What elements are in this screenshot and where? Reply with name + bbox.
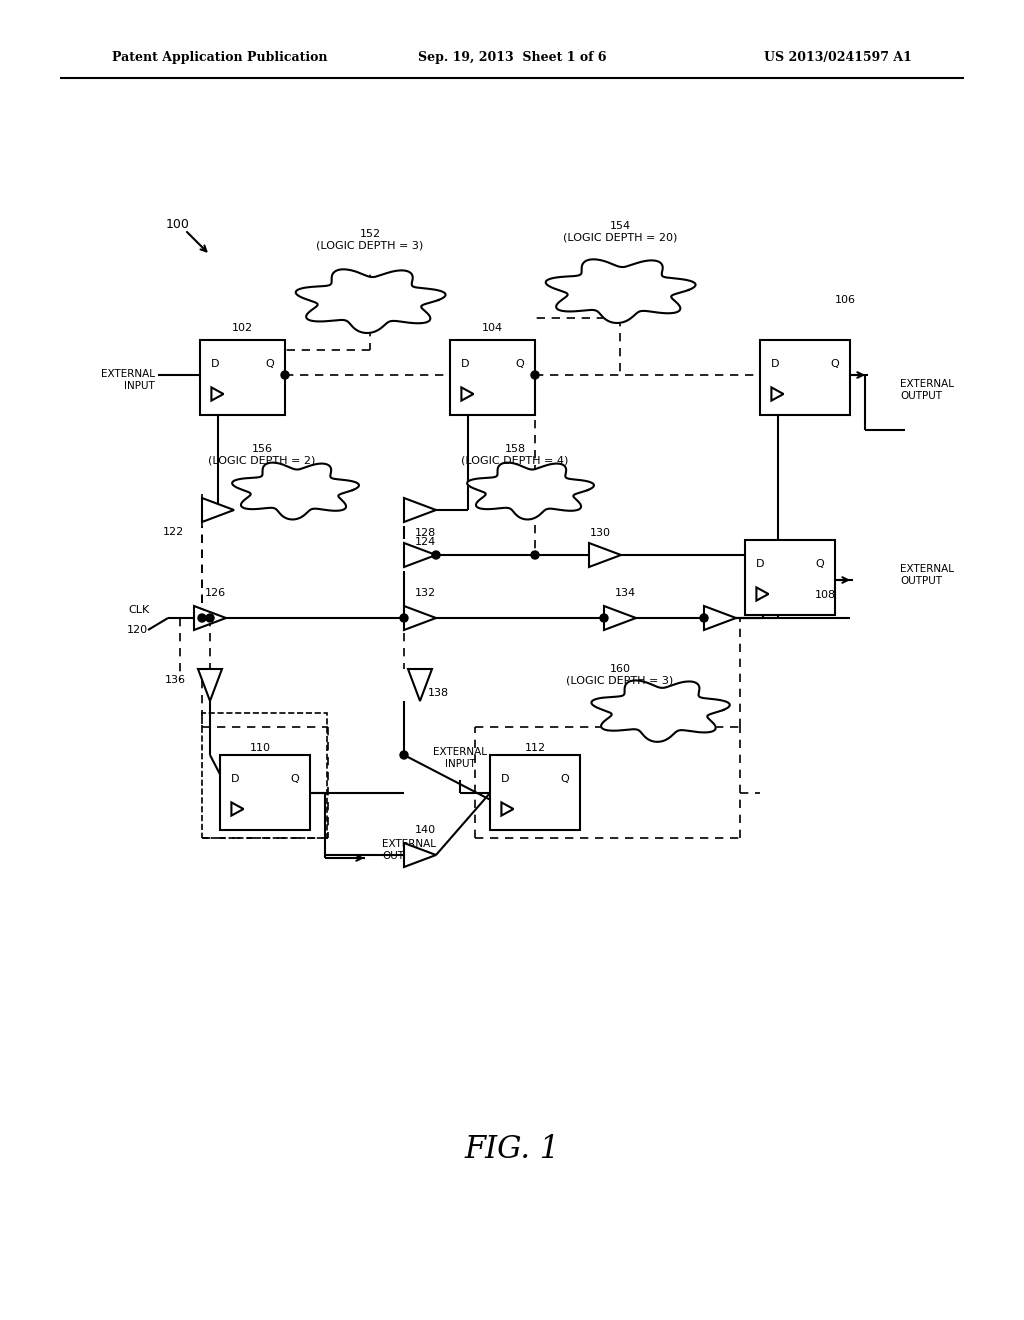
Text: Sep. 19, 2013  Sheet 1 of 6: Sep. 19, 2013 Sheet 1 of 6	[418, 51, 606, 65]
Text: Q: Q	[516, 359, 524, 370]
Circle shape	[400, 751, 408, 759]
Text: EXTERNAL
OUTPUT: EXTERNAL OUTPUT	[900, 379, 954, 401]
Polygon shape	[404, 498, 436, 521]
Text: 122: 122	[163, 527, 183, 537]
Text: 100: 100	[166, 219, 189, 231]
Text: 130: 130	[590, 528, 610, 539]
Bar	[450, 341, 535, 414]
Text: 108: 108	[814, 590, 836, 601]
Polygon shape	[592, 680, 730, 742]
Text: EXTERNAL
OUTPUT: EXTERNAL OUTPUT	[900, 564, 954, 586]
Text: US 2013/0241597 A1: US 2013/0241597 A1	[764, 51, 912, 65]
Text: D: D	[501, 774, 509, 784]
Circle shape	[198, 614, 206, 622]
Bar	[745, 540, 835, 615]
Text: CLK: CLK	[129, 605, 150, 615]
Circle shape	[600, 614, 608, 622]
Text: 106: 106	[835, 294, 855, 305]
Bar	[200, 341, 285, 414]
Polygon shape	[404, 843, 436, 867]
Polygon shape	[404, 543, 436, 568]
Text: 104: 104	[481, 323, 503, 333]
Text: 128: 128	[415, 528, 435, 539]
Bar	[220, 755, 310, 830]
Text: 102: 102	[231, 323, 253, 333]
Polygon shape	[296, 269, 445, 333]
Text: D: D	[756, 558, 764, 569]
Polygon shape	[404, 606, 436, 630]
Text: D: D	[230, 774, 240, 784]
Polygon shape	[604, 606, 636, 630]
Text: 160
(LOGIC DEPTH = 3): 160 (LOGIC DEPTH = 3)	[566, 664, 674, 686]
Polygon shape	[771, 387, 783, 400]
Circle shape	[206, 614, 214, 622]
Polygon shape	[589, 543, 621, 568]
Text: Q: Q	[560, 774, 569, 784]
Text: 158
(LOGIC DEPTH = 4): 158 (LOGIC DEPTH = 4)	[462, 445, 568, 466]
Text: Q: Q	[265, 359, 274, 370]
Circle shape	[432, 550, 440, 558]
Text: 138: 138	[427, 688, 449, 698]
Text: Q: Q	[830, 359, 840, 370]
Polygon shape	[502, 803, 513, 816]
Circle shape	[700, 614, 708, 622]
Circle shape	[400, 614, 408, 622]
Polygon shape	[462, 387, 473, 400]
Text: EXTERNAL
INPUT: EXTERNAL INPUT	[433, 747, 487, 768]
Polygon shape	[211, 387, 223, 400]
Circle shape	[531, 371, 539, 379]
Polygon shape	[467, 462, 594, 520]
Polygon shape	[194, 606, 226, 630]
Text: D: D	[211, 359, 219, 370]
Text: 112: 112	[524, 743, 546, 752]
Polygon shape	[705, 606, 736, 630]
Bar	[202, 713, 327, 838]
Text: 154
(LOGIC DEPTH = 20): 154 (LOGIC DEPTH = 20)	[563, 222, 677, 243]
Polygon shape	[231, 803, 244, 816]
Text: D: D	[461, 359, 469, 370]
Text: EXTERNAL
OUTPUT: EXTERNAL OUTPUT	[382, 840, 436, 861]
Text: Q: Q	[816, 558, 824, 569]
Polygon shape	[546, 259, 695, 323]
Circle shape	[531, 550, 539, 558]
Bar	[760, 341, 850, 414]
Polygon shape	[408, 669, 432, 701]
Text: 132: 132	[415, 587, 435, 598]
Text: 110: 110	[250, 743, 270, 752]
Text: 126: 126	[205, 587, 225, 598]
Text: 156
(LOGIC DEPTH = 2): 156 (LOGIC DEPTH = 2)	[208, 445, 315, 466]
Polygon shape	[198, 669, 222, 701]
Text: 152
(LOGIC DEPTH = 3): 152 (LOGIC DEPTH = 3)	[316, 230, 424, 251]
Polygon shape	[757, 587, 768, 601]
Polygon shape	[232, 462, 359, 520]
Text: 124: 124	[415, 537, 435, 546]
Text: Patent Application Publication: Patent Application Publication	[112, 51, 328, 65]
Text: 136: 136	[165, 675, 185, 685]
Circle shape	[281, 371, 289, 379]
Text: D: D	[771, 359, 779, 370]
Text: Q: Q	[291, 774, 299, 784]
Polygon shape	[202, 498, 234, 521]
Bar	[490, 755, 580, 830]
Text: 134: 134	[614, 587, 636, 598]
Text: 140: 140	[415, 825, 435, 836]
Text: EXTERNAL
INPUT: EXTERNAL INPUT	[101, 370, 155, 391]
Text: 120: 120	[127, 624, 148, 635]
Text: FIG. 1: FIG. 1	[464, 1134, 560, 1166]
